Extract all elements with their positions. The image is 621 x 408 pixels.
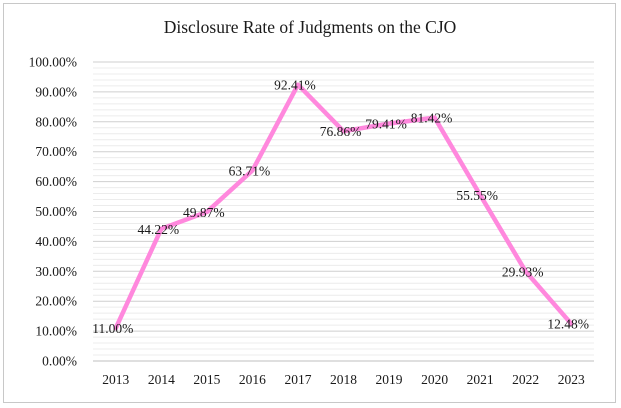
- x-tick-label: 2014: [148, 372, 175, 387]
- y-tick-label: 80.00%: [35, 114, 77, 129]
- data-label: 55.55%: [456, 188, 498, 203]
- data-label: 44.22%: [138, 222, 180, 237]
- x-tick-label: 2017: [284, 372, 311, 387]
- data-label: 11.00%: [92, 321, 133, 336]
- chart-title: Disclosure Rate of Judgments on the CJO: [164, 17, 457, 37]
- data-label: 92.41%: [274, 78, 316, 93]
- series-layer: [113, 82, 574, 331]
- y-tick-label: 100.00%: [29, 55, 77, 70]
- x-axis-tick-labels: 2013 2014 2015 2016 2017 2018 2019 2020 2021 2022…: [102, 372, 585, 387]
- data-label: 49.87%: [183, 205, 225, 220]
- x-tick-label: 2019: [376, 372, 403, 387]
- y-tick-label: 60.00%: [35, 174, 77, 189]
- data-label: 81.42%: [411, 111, 453, 126]
- y-tick-label: 40.00%: [35, 234, 77, 249]
- x-tick-label: 2023: [558, 372, 585, 387]
- y-tick-label: 10.00%: [35, 324, 77, 339]
- y-tick-label: 20.00%: [35, 294, 77, 309]
- x-tick-label: 2016: [239, 372, 266, 387]
- data-label: 63.71%: [229, 164, 271, 179]
- y-tick-label: 90.00%: [35, 84, 77, 99]
- grid-lines: [93, 61, 594, 362]
- x-tick-label: 2015: [193, 372, 220, 387]
- data-label: 79.41%: [365, 117, 407, 132]
- x-tick-label: 2020: [421, 372, 448, 387]
- y-tick-label: 50.00%: [35, 204, 77, 219]
- data-label: 76.86%: [320, 124, 362, 139]
- x-tick-label: 2022: [512, 372, 539, 387]
- y-tick-label: 30.00%: [35, 264, 77, 279]
- x-tick-label: 2021: [467, 372, 494, 387]
- data-label: 12.48%: [547, 317, 589, 332]
- chart-frame: [3, 3, 616, 403]
- data-labels: 11.00% 44.22%49.87% 63.71% 92.41% 76.86%79.4…: [92, 78, 589, 336]
- data-label: 29.93%: [502, 265, 544, 280]
- y-axis-tick-labels: 0.00% 10.00% 20.00% 30.00% 40.00% 50.00% 60.00…: [29, 55, 77, 369]
- x-tick-label: 2013: [102, 372, 129, 387]
- y-tick-label: 70.00%: [35, 144, 77, 159]
- x-tick-label: 2018: [330, 372, 357, 387]
- y-tick-label: 0.00%: [42, 354, 77, 369]
